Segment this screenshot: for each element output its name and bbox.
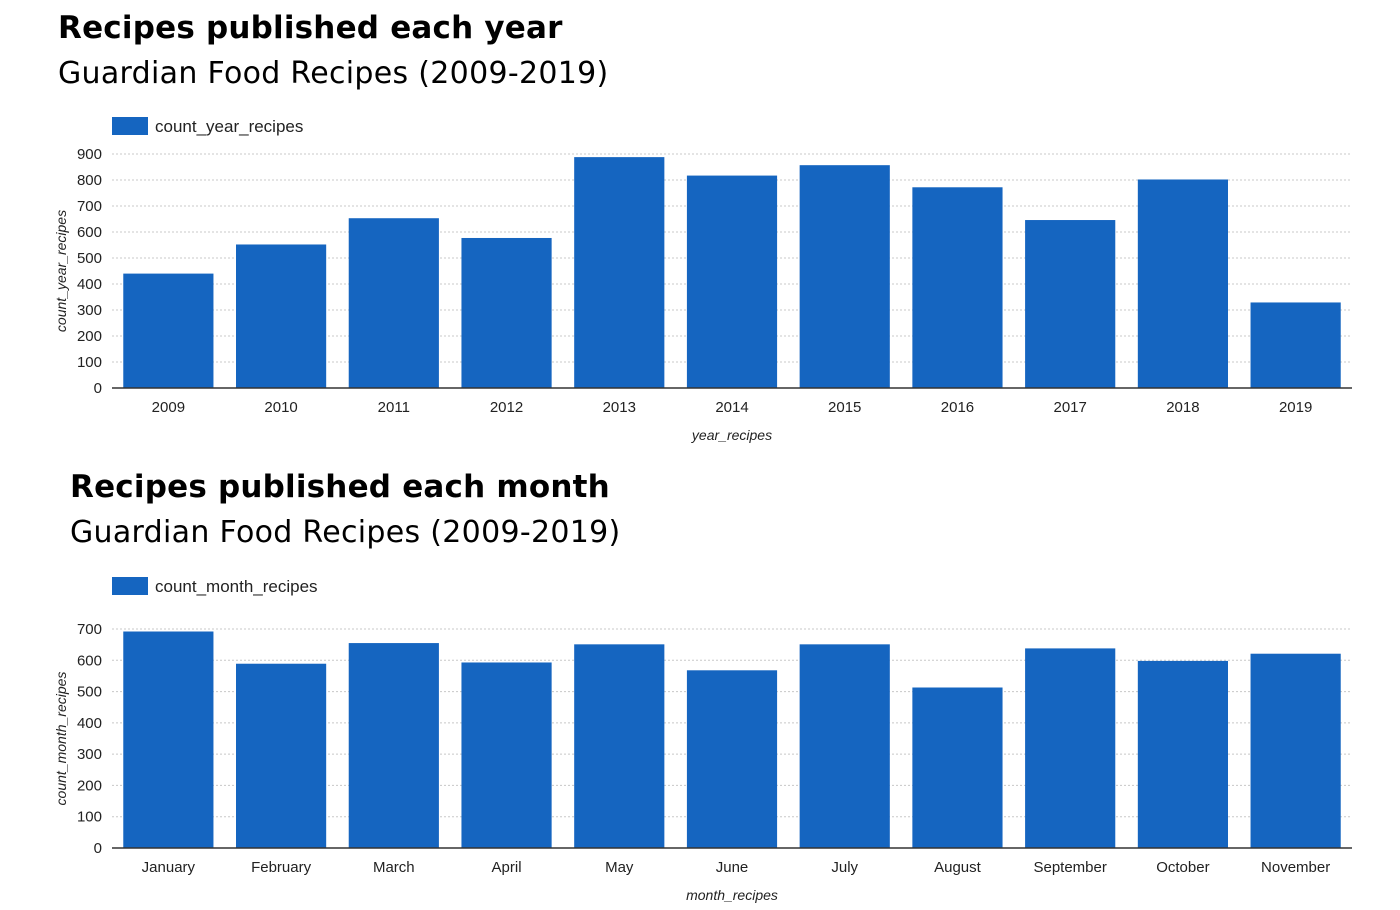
- y-tick-label: 600: [77, 652, 102, 669]
- x-axis-title: year_recipes: [691, 427, 772, 443]
- x-tick-label: 2015: [828, 399, 861, 416]
- bar: [123, 273, 214, 388]
- bar: [574, 644, 665, 848]
- chart-title: Recipes published each month: [70, 469, 610, 505]
- y-tick-label: 200: [77, 328, 102, 345]
- x-tick-label: January: [142, 859, 196, 876]
- x-tick-label: September: [1033, 859, 1106, 876]
- chart-subtitle: Guardian Food Recipes (2009-2019): [70, 515, 621, 550]
- bar: [236, 663, 327, 848]
- y-tick-label: 700: [77, 198, 102, 215]
- y-tick-label: 0: [94, 380, 102, 397]
- x-tick-label: 2009: [152, 399, 185, 416]
- bar: [1250, 653, 1341, 848]
- y-axis-title: count_month_recipes: [53, 672, 69, 806]
- month-chart-panel: Recipes published each month Guardian Fo…: [0, 460, 1400, 910]
- x-tick-label: 2016: [941, 399, 974, 416]
- y-tick-label: 500: [77, 250, 102, 267]
- bar: [348, 218, 439, 388]
- bar: [1250, 302, 1341, 388]
- x-tick-label: November: [1261, 859, 1330, 876]
- x-tick-label: 2013: [603, 399, 636, 416]
- bar: [912, 687, 1003, 848]
- x-tick-label: April: [492, 859, 522, 876]
- bar: [1025, 220, 1116, 388]
- legend-label: count_year_recipes: [155, 117, 303, 136]
- y-tick-label: 900: [77, 146, 102, 163]
- bar: [574, 157, 665, 388]
- x-tick-label: 2017: [1053, 399, 1086, 416]
- bar: [461, 237, 552, 388]
- x-tick-label: August: [934, 859, 982, 876]
- y-tick-label: 500: [77, 684, 102, 701]
- x-tick-label: 2010: [264, 399, 297, 416]
- y-axis-title: count_year_recipes: [53, 210, 69, 332]
- y-tick-label: 700: [77, 621, 102, 638]
- chart-title: Recipes published each year: [58, 10, 563, 46]
- bar: [799, 165, 890, 388]
- x-tick-label: May: [605, 859, 634, 876]
- x-tick-label: June: [716, 859, 749, 876]
- y-tick-label: 300: [77, 746, 102, 763]
- y-tick-label: 300: [77, 302, 102, 319]
- x-axis-title: month_recipes: [686, 887, 778, 903]
- bar: [1137, 179, 1228, 388]
- y-tick-label: 600: [77, 224, 102, 241]
- bar: [686, 175, 778, 388]
- x-tick-label: 2012: [490, 399, 523, 416]
- y-tick-label: 400: [77, 276, 102, 293]
- bar: [912, 187, 1003, 388]
- x-tick-label: July: [831, 859, 858, 876]
- legend-swatch: [112, 117, 148, 135]
- y-tick-label: 400: [77, 715, 102, 732]
- legend-label: count_month_recipes: [155, 577, 318, 596]
- bar: [348, 643, 439, 848]
- x-tick-label: 2018: [1166, 399, 1199, 416]
- x-tick-label: 2011: [378, 399, 410, 416]
- month-bar-chart: count_month_recipes 0 100 200 300 400 500 600 70…: [53, 577, 1352, 903]
- x-tick-label: October: [1156, 859, 1209, 876]
- x-tick-label: 2014: [715, 399, 748, 416]
- y-tick-label: 800: [77, 172, 102, 189]
- legend-swatch: [112, 577, 148, 595]
- bar: [461, 662, 552, 848]
- y-tick-label: 200: [77, 777, 102, 794]
- x-tick-label: February: [251, 859, 312, 876]
- bar: [123, 631, 214, 848]
- bar: [686, 670, 778, 848]
- y-tick-label: 0: [94, 840, 102, 857]
- bar: [1137, 660, 1228, 848]
- x-tick-label: 2019: [1279, 399, 1312, 416]
- y-tick-label: 100: [77, 354, 102, 371]
- bar: [1025, 648, 1116, 848]
- chart-subtitle: Guardian Food Recipes (2009-2019): [58, 56, 609, 91]
- bar: [236, 244, 327, 388]
- bar: [799, 644, 890, 848]
- x-tick-label: March: [373, 859, 415, 876]
- year-chart-panel: Recipes published each year Guardian Foo…: [53, 10, 1352, 443]
- y-tick-label: 100: [77, 809, 102, 826]
- year-bar-chart: count_year_recipes 0 100 200 300 400 500 600 700…: [53, 117, 1352, 443]
